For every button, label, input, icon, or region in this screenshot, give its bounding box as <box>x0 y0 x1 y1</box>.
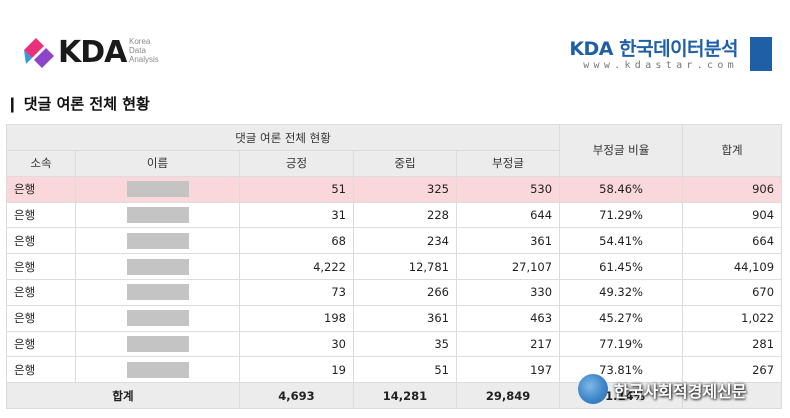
total-cell: 267 <box>682 356 783 384</box>
total-positive: 4,693 <box>239 382 354 409</box>
redacted-name-block <box>126 361 189 378</box>
total-cell: 1,022 <box>682 304 783 332</box>
name-cell-masked <box>75 227 240 255</box>
watermark-text: 한국사회적경제신문 <box>614 382 747 401</box>
name-cell-masked <box>75 253 240 280</box>
positive-cell: 4,222 <box>239 253 354 280</box>
redacted-name-block <box>126 284 189 301</box>
ratio-cell: 58.46% <box>559 175 684 203</box>
col-header-positive: 긍정 <box>239 150 354 177</box>
col-header-name: 이름 <box>75 150 240 177</box>
neutral-cell: 228 <box>353 201 457 229</box>
positive-cell: 68 <box>239 227 354 255</box>
org-cell: 은행 <box>6 227 76 255</box>
negative-cell: 530 <box>455 175 561 203</box>
positive-cell: 30 <box>239 330 354 358</box>
negative-cell: 217 <box>455 330 561 358</box>
negative-cell: 463 <box>455 304 561 332</box>
positive-cell: 51 <box>239 175 354 203</box>
table-row: 은행 73 266 330 49.32% 670 <box>6 278 783 306</box>
positive-cell: 198 <box>239 304 354 332</box>
negative-cell: 27,107 <box>455 253 561 280</box>
group-header: 댓글 여론 전체 현황 <box>5 124 561 151</box>
negative-cell: 644 <box>455 201 561 229</box>
total-cell: 906 <box>682 175 783 203</box>
watermark: 한국사회적경제신문 <box>578 372 790 404</box>
kda-logo: KDA Korea Data Analysis <box>22 32 182 72</box>
name-cell-masked <box>75 278 240 306</box>
redacted-name-block <box>126 310 189 327</box>
name-cell-masked <box>75 201 240 229</box>
table-row: 은행 31 228 644 71.29% 904 <box>6 201 783 229</box>
ratio-cell: 45.27% <box>559 304 684 332</box>
kda-logo-subtitle: Korea Data Analysis <box>129 37 159 64</box>
redacted-name-block <box>126 206 189 223</box>
total-label: 합계 <box>6 382 240 409</box>
ratio-cell: 49.32% <box>559 278 684 306</box>
neutral-cell: 325 <box>353 175 457 203</box>
col-header-negative: 부정글 <box>455 150 561 177</box>
brand-url: www.kdastar.com <box>583 60 738 71</box>
negative-cell: 361 <box>455 227 561 255</box>
ratio-cell: 73.81% <box>559 356 684 384</box>
name-cell-masked <box>75 304 240 332</box>
total-cell: 44,109 <box>682 253 783 280</box>
brand-bar-icon <box>750 37 772 71</box>
org-cell: 은행 <box>6 253 76 280</box>
redacted-name-block <box>126 258 189 275</box>
name-cell-masked <box>75 330 240 358</box>
org-cell: 은행 <box>6 304 76 332</box>
neutral-cell: 35 <box>353 330 457 358</box>
redacted-name-block <box>126 232 189 249</box>
table-row: 은행 19 51 197 73.81% 267 <box>6 356 783 384</box>
comment-opinion-table: 댓글 여론 전체 현황 부정글 비율 합계 소속 이름 긍정 중립 부정글 은행… <box>5 124 783 409</box>
name-cell-masked <box>75 356 240 384</box>
redacted-name-block <box>126 335 189 352</box>
positive-cell: 31 <box>239 201 354 229</box>
kda-logo-icon <box>24 38 54 68</box>
section-title: ❙ 댓글 여론 전체 현황 <box>6 95 150 113</box>
col-header-neutral: 중립 <box>353 150 457 177</box>
ratio-cell: 77.19% <box>559 330 684 358</box>
table-row: 은행 68 234 361 54.41% 664 <box>6 227 783 255</box>
watermark-globe-icon <box>578 374 608 404</box>
total-cell: 664 <box>682 227 783 255</box>
negative-cell: 330 <box>455 278 561 306</box>
total-row: 합계 4,693 14,281 29,849 61.14% <box>6 382 783 409</box>
table-row: 은행 4,222 12,781 27,107 61.45% 44,109 <box>6 253 783 280</box>
total-cell: 904 <box>682 201 783 229</box>
name-cell-masked <box>75 175 240 203</box>
org-cell: 은행 <box>6 278 76 306</box>
negative-cell: 197 <box>455 356 561 384</box>
neutral-cell: 234 <box>353 227 457 255</box>
ratio-cell: 71.29% <box>559 201 684 229</box>
table-row: 은행 198 361 463 45.27% 1,022 <box>6 304 783 332</box>
org-cell: 은행 <box>6 201 76 229</box>
col-header-total: 합계 <box>682 124 783 177</box>
brand-title: KDA 한국데이터분석 <box>569 38 738 60</box>
total-neutral: 14,281 <box>353 382 457 409</box>
table-row: 은행 30 35 217 77.19% 281 <box>6 330 783 358</box>
neutral-cell: 361 <box>353 304 457 332</box>
kda-logo-text: KDA <box>58 35 127 70</box>
total-sum <box>682 382 783 409</box>
org-cell: 은행 <box>6 175 76 203</box>
positive-cell: 19 <box>239 356 354 384</box>
org-cell: 은행 <box>6 330 76 358</box>
col-header-ratio: 부정글 비율 <box>559 124 684 177</box>
total-cell: 281 <box>682 330 783 358</box>
neutral-cell: 266 <box>353 278 457 306</box>
total-negative: 29,849 <box>455 382 561 409</box>
neutral-cell: 51 <box>353 356 457 384</box>
table-row: 은행 51 325 530 58.46% 906 <box>6 175 783 203</box>
positive-cell: 73 <box>239 278 354 306</box>
col-header-org: 소속 <box>6 150 76 177</box>
kda-brand-logo: KDA 한국데이터분석 www.kdastar.com <box>569 34 772 76</box>
ratio-cell: 54.41% <box>559 227 684 255</box>
neutral-cell: 12,781 <box>353 253 457 280</box>
org-cell: 은행 <box>6 356 76 384</box>
total-cell: 670 <box>682 278 783 306</box>
redacted-name-block <box>126 181 189 198</box>
ratio-cell: 61.45% <box>559 253 684 280</box>
